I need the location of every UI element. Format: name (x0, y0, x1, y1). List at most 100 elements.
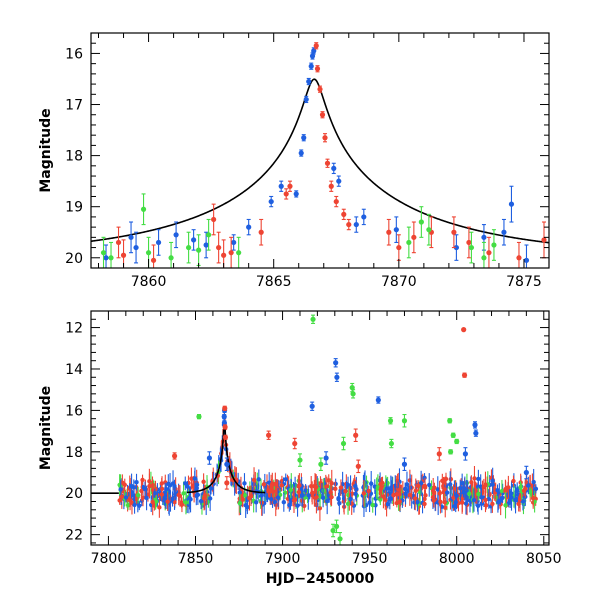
baseline-point (348, 496, 353, 502)
blue-data-point (103, 255, 109, 261)
blue-data-point (334, 374, 340, 380)
baseline-point (297, 483, 302, 488)
baseline-point (283, 477, 288, 482)
baseline-point (273, 481, 278, 487)
baseline-point (475, 484, 481, 489)
red-data-point (314, 66, 321, 72)
baseline-point (463, 501, 469, 506)
baseline-point (154, 499, 159, 504)
baseline-point (353, 491, 358, 497)
baseline-point (361, 491, 367, 496)
baseline-point (309, 490, 315, 496)
baseline-point (207, 496, 213, 501)
model-curve (91, 78, 549, 244)
baseline-point (321, 488, 326, 493)
baseline-point (462, 486, 468, 491)
red-data-point (436, 451, 442, 457)
blue-data-point (311, 48, 317, 54)
baseline-point (479, 495, 484, 500)
y-axis-label: Magnitude (38, 386, 54, 470)
baseline-point (150, 483, 155, 488)
baseline-point (387, 496, 393, 502)
baseline-point (172, 484, 177, 489)
baseline-point (251, 477, 257, 483)
red-data-point (287, 183, 293, 189)
baseline-point (458, 486, 463, 491)
baseline-point (397, 499, 402, 504)
baseline-point (237, 500, 243, 506)
y-tick-label: 18 (65, 149, 83, 165)
green-data-point (140, 206, 147, 212)
baseline-point (314, 495, 319, 500)
baseline-point (118, 487, 123, 492)
y-tick-label: 14 (65, 362, 83, 378)
y-axis-label: Magnitude (38, 108, 54, 192)
x-tick-label: 7950 (352, 551, 388, 567)
y-tick-label: 16 (65, 46, 83, 62)
baseline-point (385, 501, 390, 507)
baseline-point (326, 478, 331, 483)
red-data-point (292, 440, 298, 447)
blue-data-point (301, 135, 307, 141)
baseline-point (452, 504, 457, 509)
baseline-point (291, 498, 297, 503)
baseline-point (140, 495, 146, 500)
baseline-point (275, 495, 281, 500)
panel-top-zoom: 7860 7865 7870 7875 16 17 18 19 20 Magnitude (38, 32, 550, 290)
y-tick-label: 16 (65, 403, 83, 419)
green-data-point (406, 239, 412, 246)
baseline-point (437, 491, 442, 496)
red-data-point (355, 463, 361, 469)
red-data-point (353, 432, 359, 438)
baseline-point (438, 499, 443, 505)
baseline-point (202, 493, 208, 498)
baseline-point (531, 495, 536, 501)
baseline-point (415, 483, 421, 488)
baseline-point (134, 480, 139, 485)
red-data-point (466, 239, 472, 246)
baseline-point (123, 495, 129, 500)
red-data-point (258, 229, 264, 235)
baseline-point (240, 497, 245, 502)
baseline-point (469, 480, 474, 485)
baseline-point (269, 483, 274, 488)
baseline-point (159, 492, 165, 497)
baseline-point (165, 499, 170, 504)
red-data-point (266, 432, 272, 438)
red-data-point (411, 234, 417, 240)
y-tick-label: 18 (65, 445, 83, 461)
red-data-point (115, 239, 122, 246)
y-tick-label: 19 (65, 200, 83, 216)
baseline-point (500, 495, 505, 501)
green-data-point (454, 438, 460, 445)
green-data-point (491, 242, 497, 248)
baseline-point (404, 482, 410, 487)
baseline-point (423, 493, 428, 498)
blue-data-point (353, 221, 359, 228)
blue-data-point (473, 430, 479, 436)
green-data-point (196, 247, 202, 253)
red-data-point (221, 252, 227, 258)
green-data-point (186, 244, 192, 251)
green-data-point (468, 244, 475, 251)
baseline-point (490, 478, 495, 484)
axes-frame (90, 32, 550, 269)
blue-data-point (453, 244, 459, 251)
baseline-point (475, 503, 481, 509)
y-tick-label: 20 (65, 251, 83, 267)
baseline-point (366, 488, 371, 494)
baseline-point (181, 491, 186, 496)
red-data-point (216, 244, 222, 251)
red-data-point (396, 244, 402, 251)
green-data-point (337, 536, 343, 542)
baseline-point (499, 488, 505, 494)
baseline-point (135, 493, 141, 498)
blue-data-point (203, 242, 209, 248)
baseline-point (242, 481, 247, 486)
blue-data-point (298, 150, 304, 156)
blue-data-point (333, 360, 339, 366)
green-data-point (418, 219, 424, 225)
baseline-point (531, 479, 536, 485)
red-data-point (324, 160, 331, 166)
